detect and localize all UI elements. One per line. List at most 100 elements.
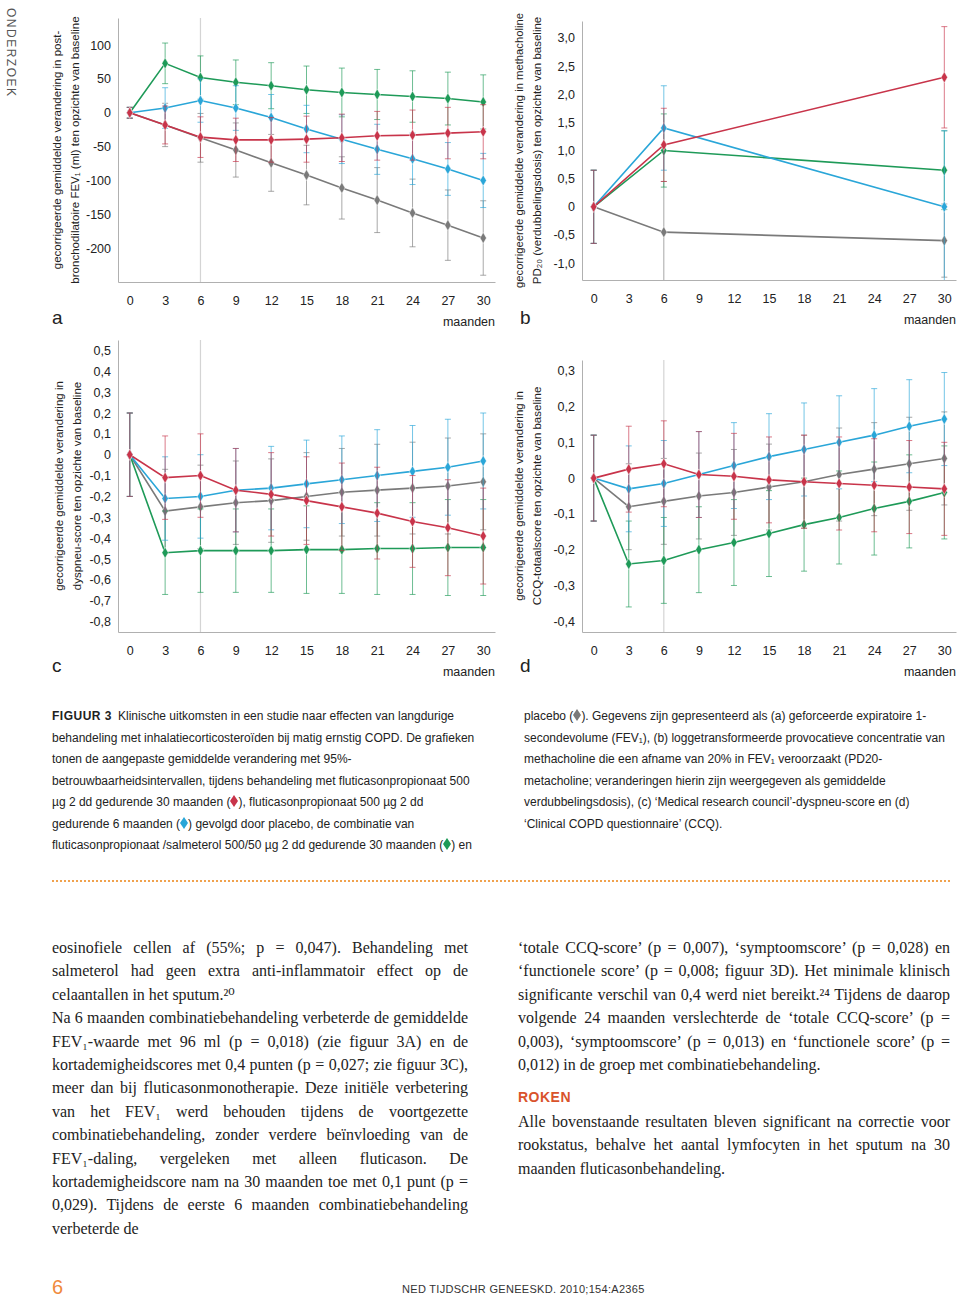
paragraph: ‘totale CCQ-score’ (p = 0,007), ‘symptoo… <box>518 936 950 1076</box>
x-tick-label: 21 <box>371 294 385 308</box>
marker <box>127 449 133 460</box>
y-tick: 100 <box>90 39 118 53</box>
error-bar <box>591 435 597 521</box>
marker <box>696 544 702 555</box>
y-tick: 0 <box>104 106 118 120</box>
y-tick-label: 0,5 <box>558 172 575 186</box>
y-tick-label: -100 <box>86 174 111 188</box>
error-bar <box>731 433 737 519</box>
x-tick: 15 <box>763 632 777 658</box>
marker <box>445 127 451 138</box>
x-tick-label: 24 <box>406 294 420 308</box>
y-tick-label: 0 <box>104 448 111 462</box>
y-tick: -0,5 <box>553 228 582 242</box>
x-tick: 9 <box>233 282 240 308</box>
y-tick: 0,2 <box>94 407 118 421</box>
error-bar <box>162 103 168 146</box>
y-tick: -50 <box>93 140 118 154</box>
y-tick-label: 0,3 <box>558 364 575 378</box>
error-bar <box>197 117 203 158</box>
error-bar <box>233 448 239 531</box>
y-tick-label: -150 <box>86 208 111 222</box>
error-bar <box>626 426 632 512</box>
x-tick: 3 <box>626 280 633 306</box>
x-tick-label: 15 <box>763 292 777 306</box>
y-tick: -0,4 <box>89 532 118 546</box>
marker <box>268 489 274 500</box>
paragraph: Na 6 maanden combinatiebehandeling verbe… <box>52 1006 468 1240</box>
marker <box>197 470 203 481</box>
x-axis-line <box>583 280 957 281</box>
x-tick: 30 <box>477 632 491 658</box>
marker <box>162 547 168 558</box>
error-bar <box>127 107 133 118</box>
x-tick-label: 0 <box>591 644 598 658</box>
error-bar <box>445 107 451 158</box>
error-bar <box>339 114 345 161</box>
x-tick-label: 27 <box>441 644 455 658</box>
figure: 036912151821242730100500-50-100-150-200g… <box>0 0 960 690</box>
marker <box>836 478 842 489</box>
x-axis-title: maanden <box>904 665 956 679</box>
marker <box>127 107 133 118</box>
marker <box>374 89 380 100</box>
y-tick: 0,3 <box>558 364 582 378</box>
x-tick-label: 18 <box>335 294 349 308</box>
x-tick: 3 <box>626 632 633 658</box>
y-tick-label: -0,7 <box>89 594 111 608</box>
marker <box>233 102 239 113</box>
error-bar <box>374 467 380 559</box>
plot-area <box>590 360 947 632</box>
marker <box>590 473 596 484</box>
error-bar <box>661 181 667 280</box>
y-tick: -0,1 <box>89 469 118 483</box>
marker <box>941 483 947 494</box>
marker <box>303 495 309 506</box>
y-tick: 50 <box>97 72 118 86</box>
marker <box>626 558 632 569</box>
y-tick-label: 3,0 <box>558 31 575 45</box>
marker <box>906 421 912 432</box>
x-tick-label: 0 <box>591 292 598 306</box>
paragraph: eosinofiele cellen af (55%; p = 0,047). … <box>52 936 468 1006</box>
x-axis: 036912151821242730 <box>583 280 957 306</box>
y-tick: -150 <box>86 208 118 222</box>
marker <box>696 469 702 480</box>
x-tick: 27 <box>441 632 455 658</box>
error-bar <box>410 110 416 160</box>
x-tick-label: 15 <box>300 644 314 658</box>
series-line <box>130 455 483 536</box>
y-tick: -0,6 <box>89 573 118 587</box>
panel: 0369121518212427300,50,40,30,20,10-0,1-0… <box>52 340 496 679</box>
marker <box>303 134 309 145</box>
y-tick: -100 <box>86 174 118 188</box>
x-tick: 12 <box>265 632 279 658</box>
error-bar <box>339 115 345 164</box>
x-tick-label: 9 <box>696 292 703 306</box>
marker <box>626 464 632 475</box>
error-bar <box>696 507 702 593</box>
marker <box>127 449 133 460</box>
error-bar <box>304 116 310 162</box>
y-tick-label: -0,3 <box>89 511 111 525</box>
y-tick: -0,2 <box>89 490 118 504</box>
marker <box>661 227 667 238</box>
x-tick: 27 <box>441 282 455 308</box>
y-tick: -0,3 <box>89 511 118 525</box>
error-bar <box>127 413 133 496</box>
error-bar <box>268 453 274 536</box>
x-tick-label: 24 <box>868 292 882 306</box>
y-tick: -0,1 <box>553 507 582 521</box>
x-axis: 036912151821242730 <box>583 632 957 658</box>
error-bar <box>233 448 239 531</box>
x-tick: 24 <box>868 632 882 658</box>
series-line <box>130 101 483 181</box>
marker <box>162 119 168 130</box>
caption-symbol <box>180 817 188 829</box>
error-bar <box>304 457 310 545</box>
x-tick-label: 6 <box>197 294 204 308</box>
series <box>590 114 947 244</box>
error-bar <box>480 153 486 207</box>
error-bar <box>339 157 345 219</box>
y-axis-title: bronchodilatoire FEV₁ (ml) ten opzichte … <box>69 16 81 283</box>
